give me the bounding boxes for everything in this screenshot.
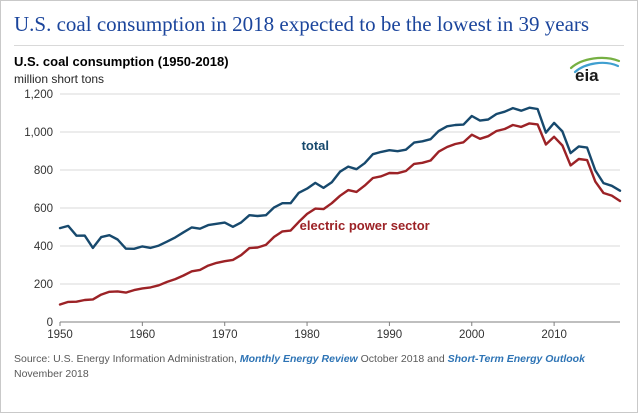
eia-logo: eia — [569, 56, 621, 85]
x-tick-label: 2010 — [541, 329, 567, 341]
source-mid: October 2018 and — [357, 352, 448, 365]
series-line-electric-power-sector — [58, 122, 622, 306]
source-link-short-term-energy-outlook[interactable]: Short-Term Energy Outlook — [447, 352, 585, 365]
source-line-2: November 2018 — [14, 367, 89, 380]
y-tick-label: 600 — [34, 203, 53, 215]
chart-units-label: million short tons — [14, 71, 105, 86]
line-chart: 0 200 400 600 800 1,000 1,200 1950 1960 1970 1980 1… — [14, 88, 624, 351]
eia-logo-text: eia — [575, 66, 599, 85]
y-tick-label: 200 — [34, 279, 53, 291]
source-prefix: Source: U.S. Energy Information Administ… — [14, 352, 240, 365]
y-tick-label: 400 — [34, 241, 53, 253]
source-link-monthly-energy-review[interactable]: Monthly Energy Review — [239, 352, 358, 365]
eia-logo-swoosh-blue-icon — [573, 61, 620, 73]
title-divider — [14, 44, 624, 46]
chart-heading: U.S. coal consumption (1950-2018) — [14, 53, 229, 69]
page-title: U.S. coal consumption in 2018 expected t… — [14, 12, 590, 36]
x-tick-label: 1990 — [377, 329, 403, 341]
eia-logo-swoosh-green-icon — [569, 56, 621, 69]
x-tick-label: 1980 — [294, 329, 320, 341]
y-tick-label: 1,200 — [24, 89, 53, 101]
x-tick-label: 2000 — [459, 329, 485, 341]
y-tick-label: 800 — [34, 165, 53, 177]
y-tick-label: 1,000 — [24, 127, 53, 139]
source-line-1: Source: U.S. Energy Information Administ… — [14, 352, 624, 367]
source-note: Source: U.S. Energy Information Administ… — [14, 352, 624, 381]
chart-svg: 0 200 400 600 800 1,000 1,200 1950 1960 1970 1980 1… — [24, 89, 622, 341]
x-tick-label: 1970 — [212, 329, 238, 341]
x-tick-label: 1960 — [130, 329, 156, 341]
chart-header: U.S. coal consumption (1950-2018) millio… — [14, 54, 624, 86]
series-label-total: total — [302, 138, 329, 153]
y-tick-label: 0 — [47, 317, 53, 329]
series-line-total — [58, 106, 622, 250]
x-tick-label: 1950 — [47, 329, 73, 341]
chart-heading-block: U.S. coal consumption (1950-2018) millio… — [14, 54, 229, 86]
series-label-electric-power-sector: electric power sector — [300, 218, 430, 233]
